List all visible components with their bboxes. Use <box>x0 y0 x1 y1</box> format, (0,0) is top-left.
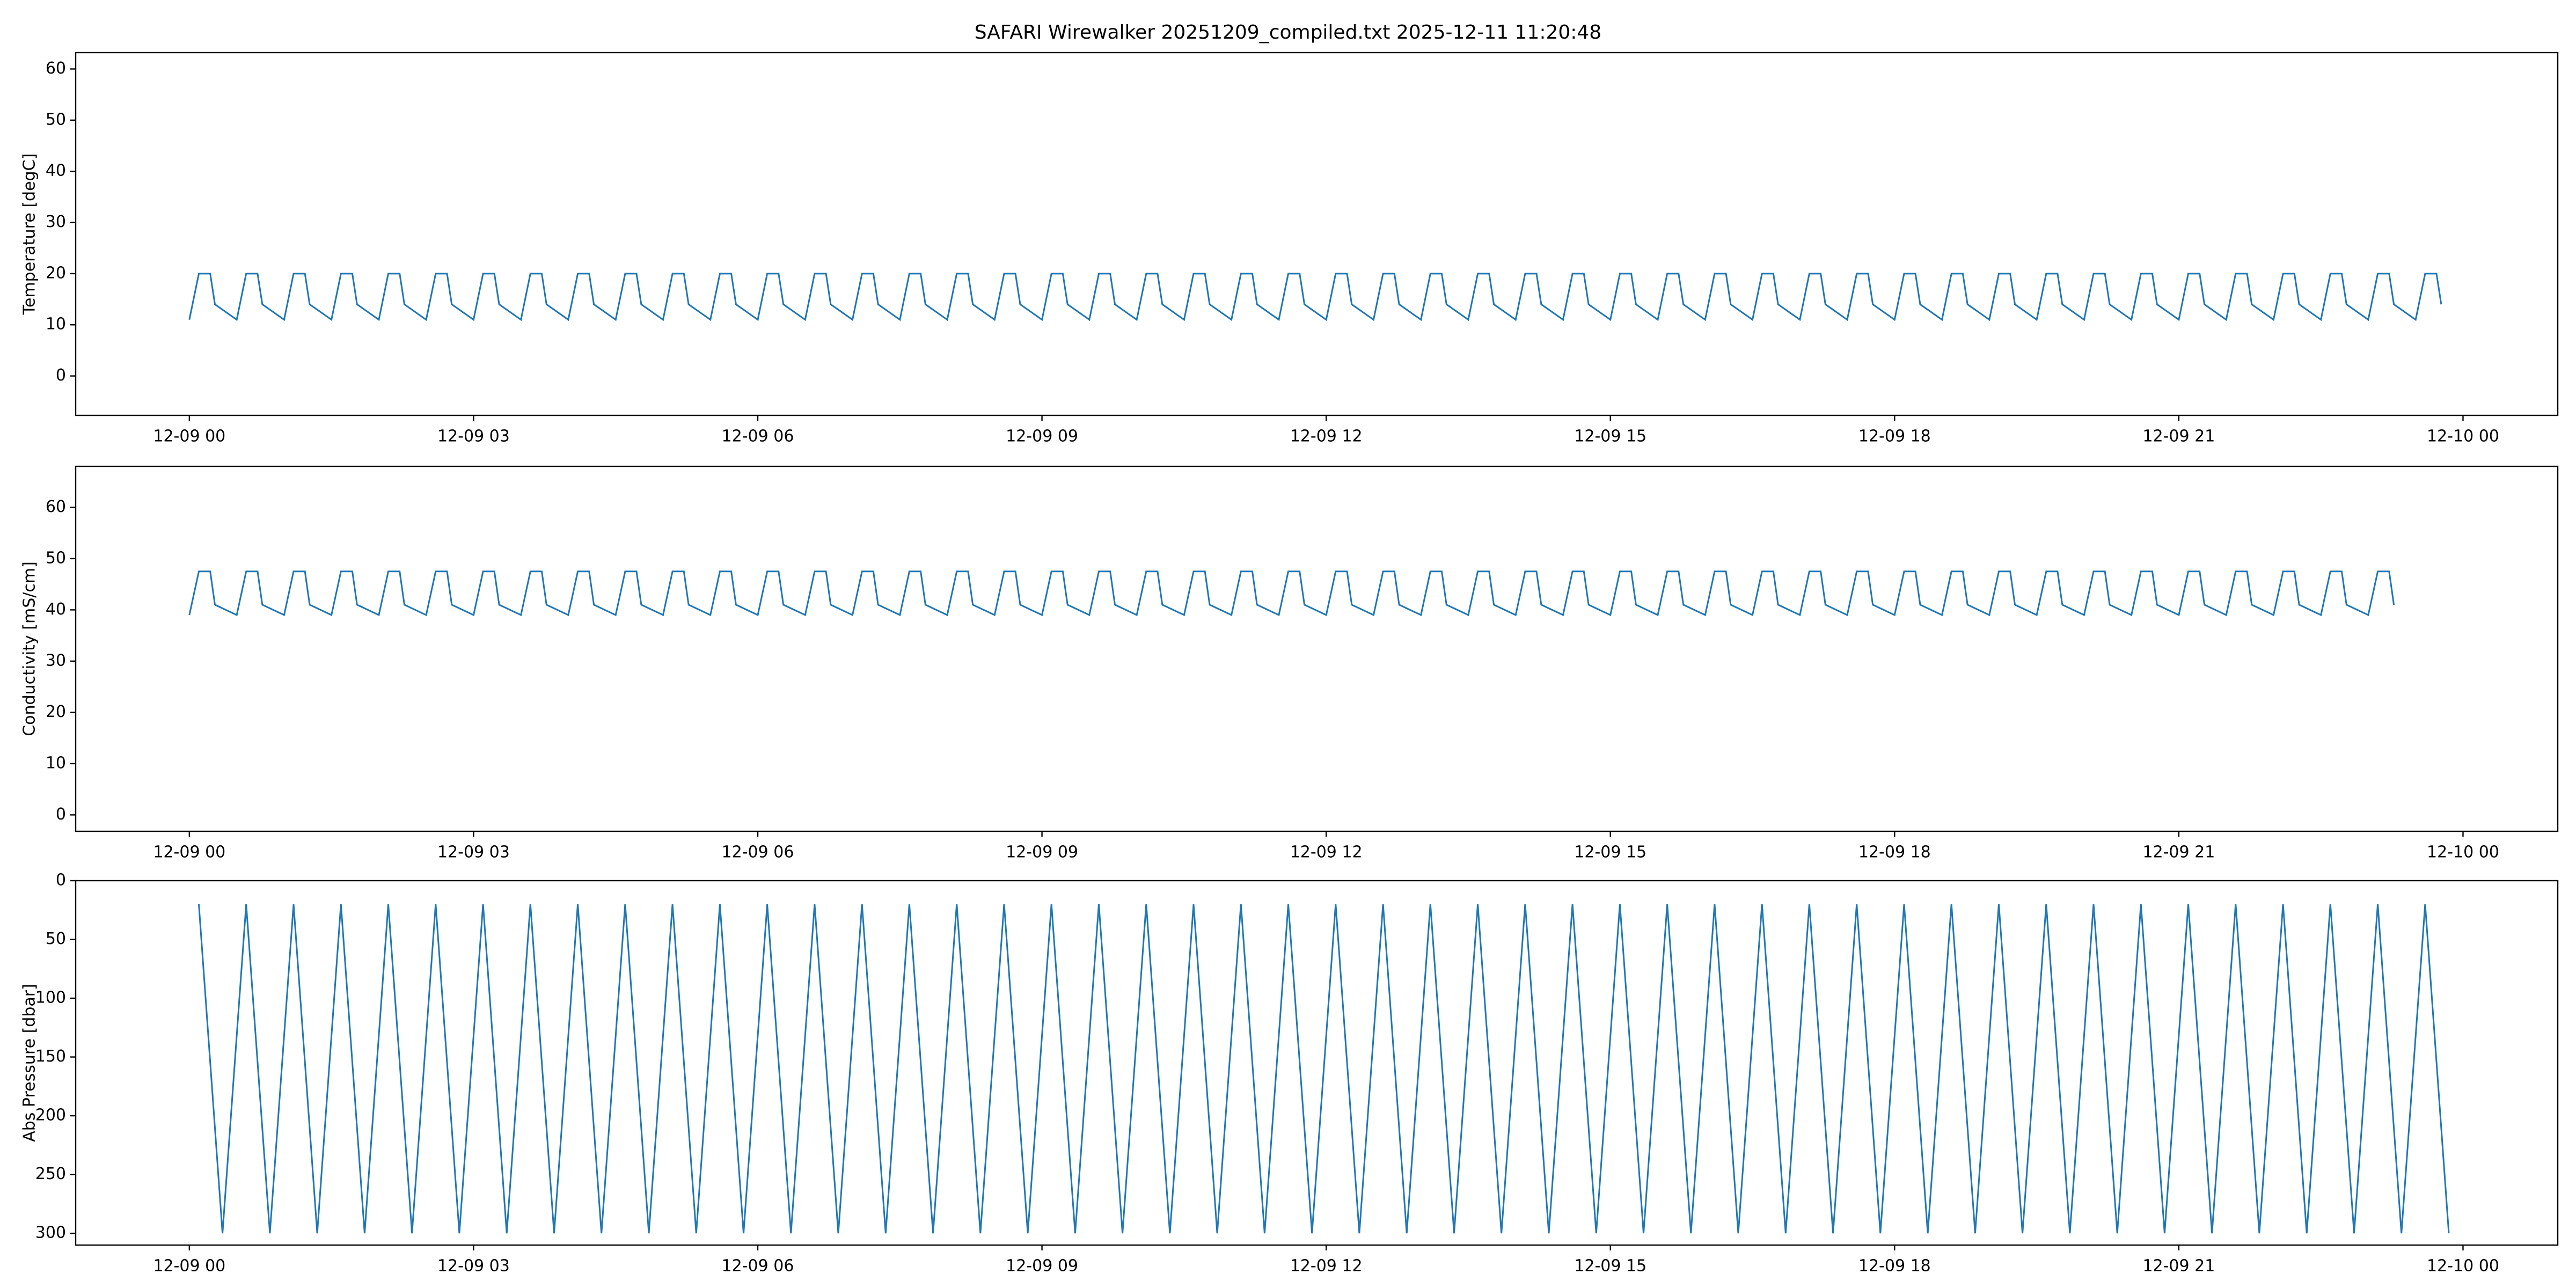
y-axis-label: Conductivity [mS/cm] <box>20 561 39 736</box>
y-tick-label: 300 <box>35 1224 66 1242</box>
x-tick-label: 12-09 03 <box>437 1257 510 1276</box>
y-tick-label: 50 <box>46 930 66 948</box>
y-tick-label: 20 <box>46 702 66 721</box>
y-tick-label: 10 <box>46 315 66 334</box>
x-tick-label: 12-09 21 <box>2142 1257 2215 1276</box>
y-tick-label: 60 <box>46 59 66 78</box>
y-tick-label: 0 <box>56 366 66 385</box>
x-tick-label: 12-09 18 <box>1858 1257 1931 1276</box>
x-tick-label: 12-09 00 <box>153 1257 225 1276</box>
x-tick-label: 12-10 00 <box>2427 427 2499 446</box>
y-tick-label: 30 <box>46 213 66 231</box>
y-tick-label: 30 <box>46 651 66 670</box>
x-tick-label: 12-09 00 <box>153 427 225 446</box>
y-tick-label: 40 <box>46 162 66 180</box>
subplot: 0 10 20 30 40 50 60 12-09 00 12-09 03 12-09 06 12-… <box>20 52 2559 446</box>
x-tick-label: 12-09 06 <box>722 843 794 862</box>
figure-title: SAFARI Wirewalker 20251209_compiled.txt … <box>975 21 1601 43</box>
y-tick-label: 60 <box>46 497 66 516</box>
data-line <box>188 273 2442 321</box>
x-tick-label: 12-10 00 <box>2427 1257 2499 1276</box>
axes-frame <box>75 880 2559 1246</box>
y-tick-label: 10 <box>46 753 66 772</box>
y-tick-label: 100 <box>35 989 66 1007</box>
y-tick-label: 50 <box>46 110 66 129</box>
y-axis-label: Temperature [degC] <box>20 153 39 315</box>
x-tick-label: 12-09 06 <box>722 427 794 446</box>
y-tick-label: 150 <box>35 1047 66 1066</box>
x-tick-label: 12-09 09 <box>1006 843 1078 862</box>
x-tick-label: 12-09 12 <box>1290 427 1363 446</box>
subplot: 0 10 20 30 40 50 60 12-09 00 12-09 03 12-09 06 12-… <box>20 465 2559 862</box>
axes-frame <box>75 465 2559 832</box>
data-line <box>198 904 2450 1234</box>
x-tick-label: 12-09 00 <box>153 843 225 862</box>
x-tick-label: 12-09 03 <box>437 427 510 446</box>
y-tick-label: 20 <box>46 264 66 282</box>
x-tick-label: 12-09 21 <box>2142 427 2215 446</box>
x-tick-label: 12-09 21 <box>2142 843 2215 862</box>
y-tick-label: 0 <box>56 871 66 890</box>
y-axis-label: Abs Pressure [dbar] <box>20 984 39 1142</box>
y-tick-label: 200 <box>35 1106 66 1125</box>
data-line <box>188 570 2395 617</box>
x-tick-label: 12-09 12 <box>1290 1257 1363 1276</box>
x-tick-label: 12-09 18 <box>1858 843 1931 862</box>
x-tick-label: 12-09 15 <box>1574 427 1646 446</box>
x-tick-label: 12-10 00 <box>2427 843 2499 862</box>
x-tick-label: 12-09 06 <box>722 1257 794 1276</box>
y-tick-label: 50 <box>46 548 66 567</box>
x-tick-label: 12-09 15 <box>1574 843 1646 862</box>
x-tick-label: 12-09 03 <box>437 843 510 862</box>
y-tick-label: 40 <box>46 600 66 619</box>
x-tick-label: 12-09 15 <box>1574 1257 1646 1276</box>
x-tick-label: 12-09 12 <box>1290 843 1363 862</box>
axes-frame <box>75 52 2559 416</box>
x-tick-label: 12-09 18 <box>1858 427 1931 446</box>
y-tick-label: 0 <box>56 805 66 824</box>
y-tick-label: 250 <box>35 1165 66 1183</box>
subplot: 0 50 100 150 200 250 300 12-09 00 12-09 03 12-09 … <box>20 871 2559 1276</box>
x-tick-label: 12-09 09 <box>1006 1257 1078 1276</box>
x-tick-label: 12-09 09 <box>1006 427 1078 446</box>
